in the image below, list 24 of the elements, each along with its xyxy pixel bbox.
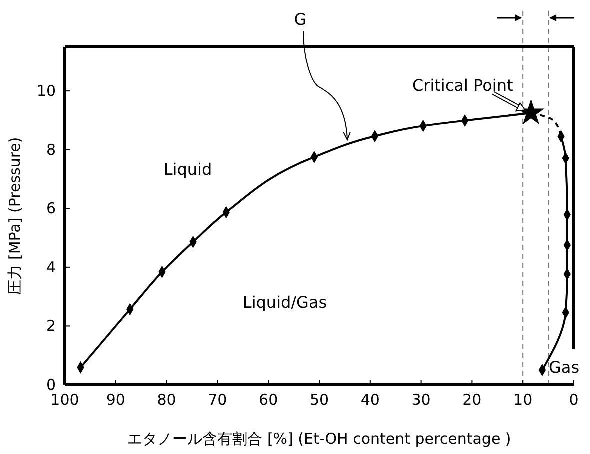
x-tick-label: 10 — [514, 391, 533, 409]
x-tick-label: 30 — [412, 391, 431, 409]
x-tick-label: 80 — [157, 391, 176, 409]
y-axis-title: 圧力 [MPa] (Pressure) — [6, 137, 24, 295]
x-tick-label: 40 — [360, 391, 380, 409]
x-tick-label: 100 — [50, 391, 80, 409]
y-tick-label: 0 — [46, 376, 56, 394]
x-tick-label: 0 — [569, 391, 579, 409]
annotation: Liquid/Gas — [242, 293, 328, 312]
y-tick-label: 8 — [46, 140, 56, 159]
x-tick-label: 60 — [259, 391, 278, 409]
y-tick-label: 2 — [46, 317, 56, 336]
annotation: G — [294, 10, 307, 29]
x-axis-title: エタノール含有割合 [%] (Et-OH content percentage ) — [128, 430, 512, 448]
annotation: Critical Point — [412, 76, 514, 96]
y-tick-label: 4 — [46, 258, 56, 276]
y-tick-label: 10 — [36, 82, 56, 100]
x-tick-label: 50 — [310, 391, 330, 409]
annotation: Liquid — [164, 160, 212, 179]
x-tick-label: 90 — [106, 391, 126, 409]
x-tick-label: 20 — [462, 391, 482, 409]
y-tick-label: 6 — [46, 200, 56, 218]
annotation: Gas — [549, 358, 580, 377]
x-tick-label: 70 — [208, 391, 228, 409]
